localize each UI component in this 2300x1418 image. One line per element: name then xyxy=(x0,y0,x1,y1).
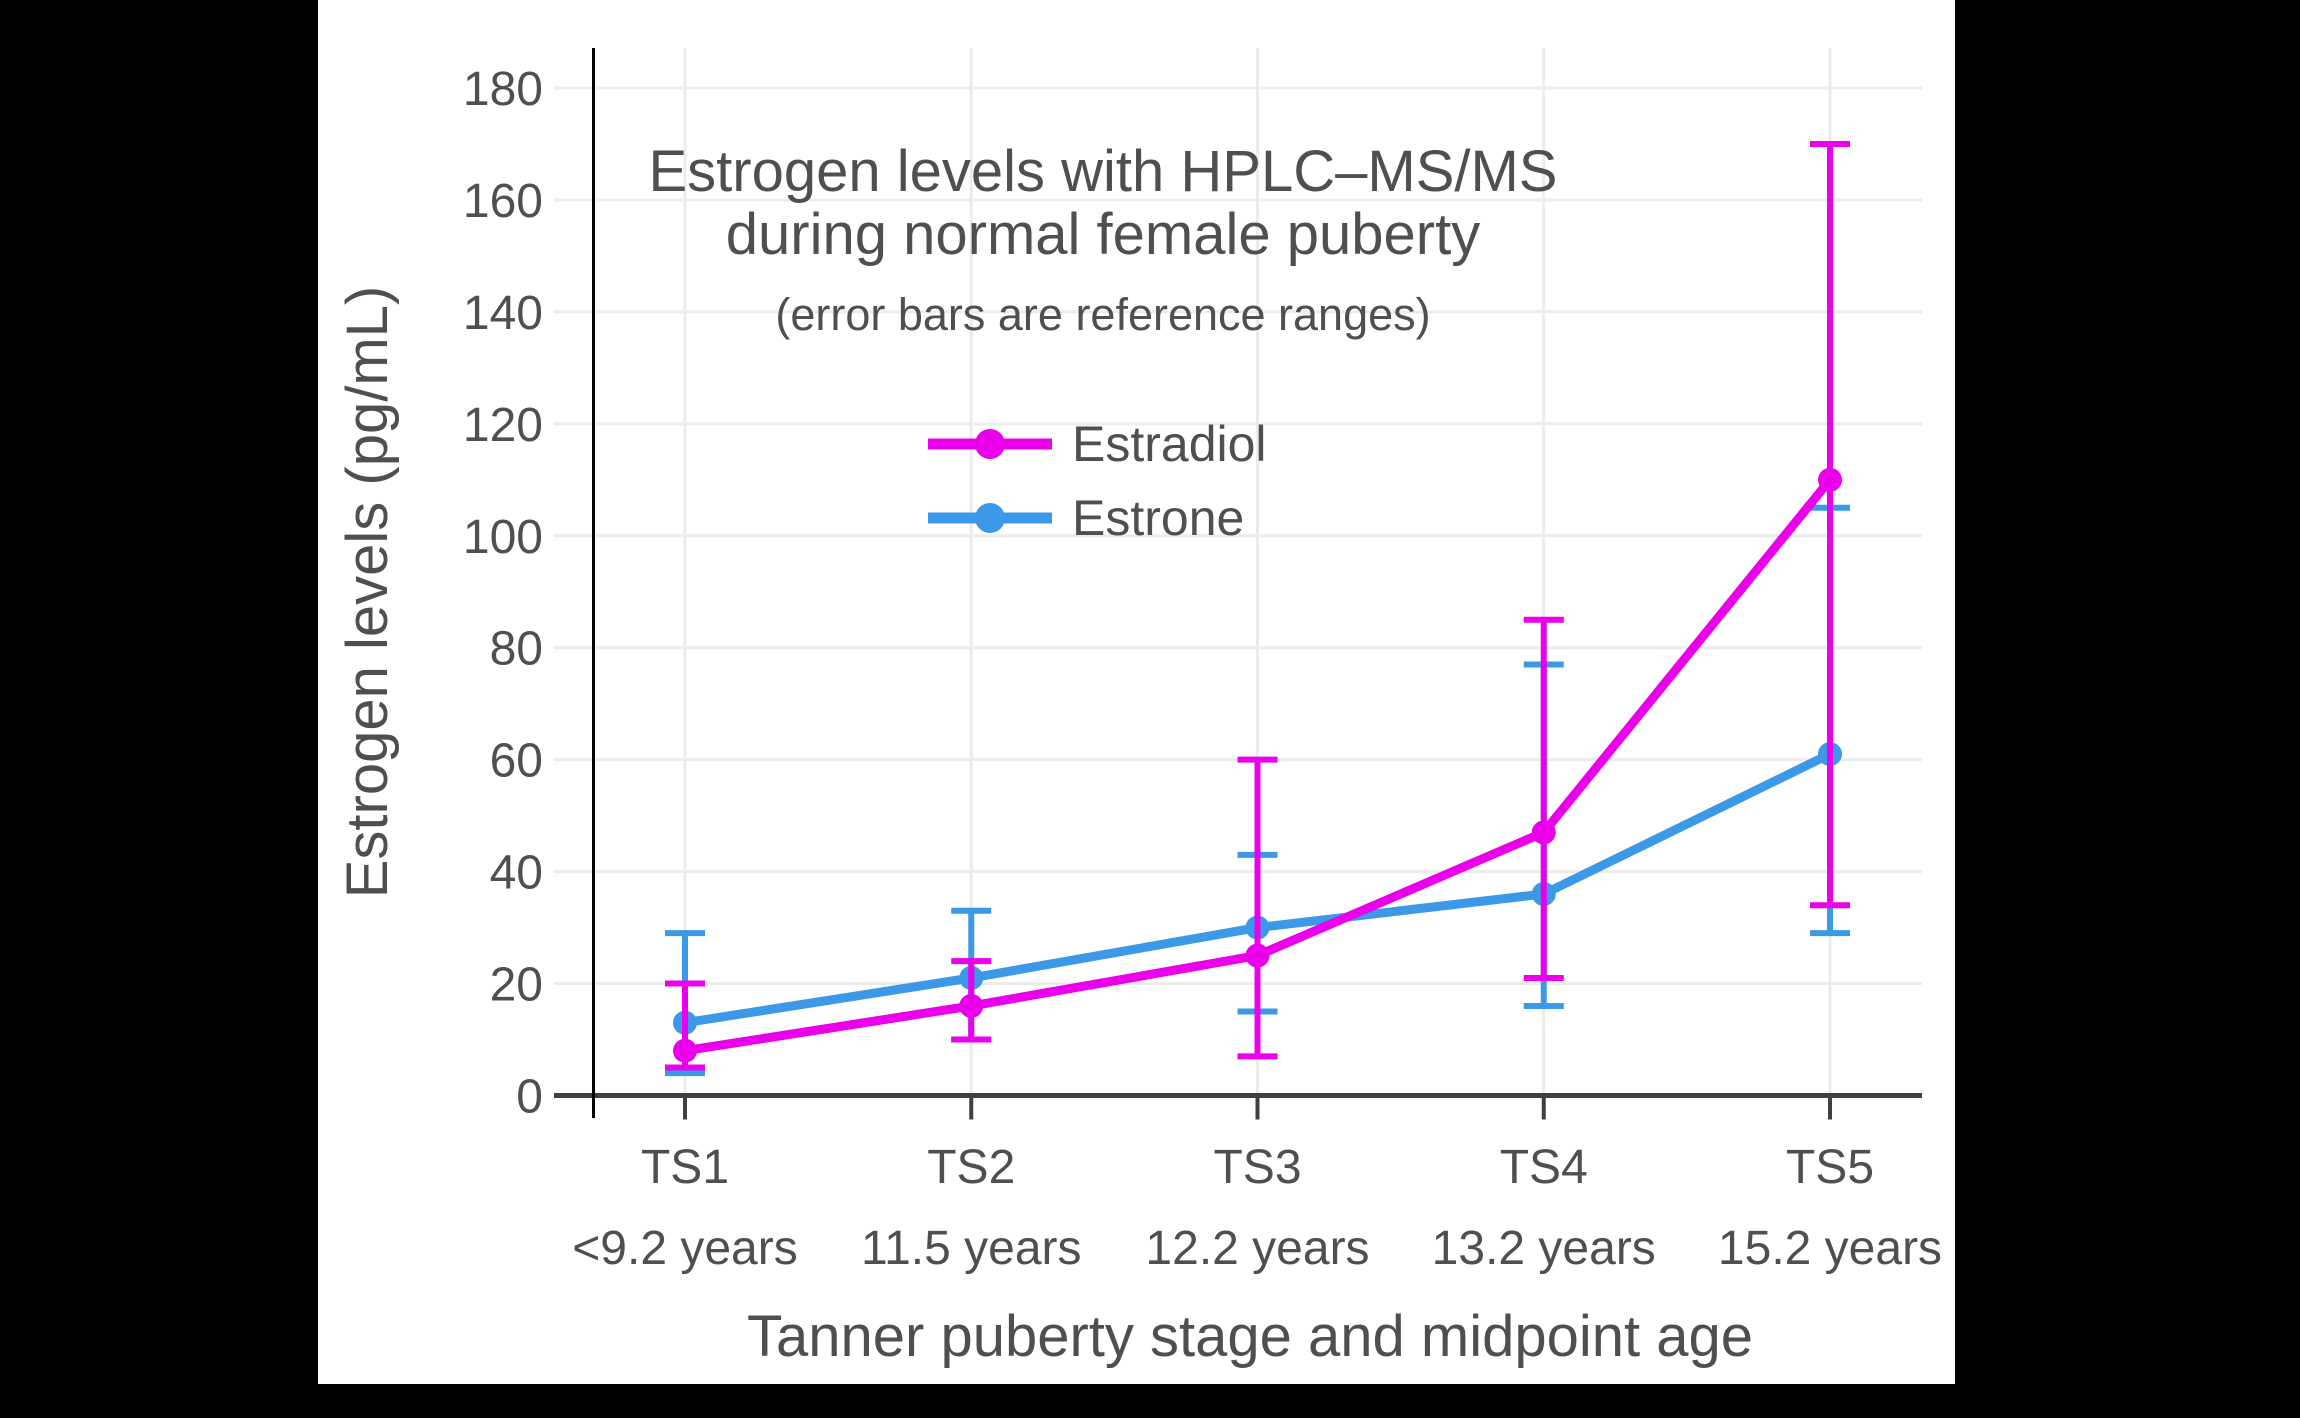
x-tick-age-label: <9.2 years xyxy=(572,1222,797,1275)
estradiol-data-point xyxy=(1531,820,1556,845)
estradiol-data-point xyxy=(1245,943,1270,968)
x-tick-age-label: 11.5 years xyxy=(861,1222,1082,1275)
tick-labels: 0 20 40 60 80 100 120 140 160 180 TS1 <9.2 years TS2… xyxy=(463,63,1942,1275)
estradiol-data-point xyxy=(1818,467,1842,492)
legend-item-estradiol: Estradiol xyxy=(928,416,1267,472)
estradiol-legend-marker xyxy=(975,429,1005,459)
y-tick-label: 140 xyxy=(463,287,543,340)
x-tick-age-label: 13.2 years xyxy=(1432,1222,1656,1275)
legend-label-estrone: Estrone xyxy=(1072,490,1244,546)
y-tick-label: 100 xyxy=(463,511,543,564)
y-tick-label: 20 xyxy=(490,959,543,1012)
gridlines xyxy=(554,48,1922,1096)
x-tick-stage-label: TS4 xyxy=(1500,1141,1588,1194)
x-axis-title: Tanner puberty stage and midpoint age xyxy=(747,1304,1753,1369)
chart-panel xyxy=(318,0,1955,1384)
y-tick-label: 160 xyxy=(463,175,543,228)
legend: Estradiol Estrone xyxy=(928,416,1267,546)
y-tick-label: 180 xyxy=(463,63,543,116)
estradiol-data-point xyxy=(673,1038,697,1063)
y-tick-label: 80 xyxy=(490,623,543,676)
estrone-legend-marker xyxy=(975,503,1005,533)
axes xyxy=(554,48,1922,1120)
y-tick-label: 120 xyxy=(463,399,543,452)
y-tick-label: 0 xyxy=(516,1071,543,1124)
legend-label-estradiol: Estradiol xyxy=(1072,416,1267,472)
estradiol-data-point xyxy=(959,993,984,1018)
x-tick-age-label: 15.2 years xyxy=(1718,1222,1942,1275)
data-series xyxy=(665,140,1850,1077)
chart-subtitle: (error bars are reference ranges) xyxy=(775,289,1430,340)
legend-item-estrone: Estrone xyxy=(928,490,1244,546)
chart-title-line1: Estrogen levels with HPLC–MS/MS xyxy=(649,139,1558,204)
x-tick-stage-label: TS2 xyxy=(927,1141,1015,1194)
estradiol-series xyxy=(665,140,1850,1071)
y-tick-label: 60 xyxy=(490,735,543,788)
chart-title-line2: during normal female puberty xyxy=(726,202,1480,267)
y-tick-label: 40 xyxy=(490,847,543,900)
x-tick-stage-label: TS5 xyxy=(1786,1141,1874,1194)
y-axis-title: Estrogen levels (pg/mL) xyxy=(335,286,400,898)
x-tick-stage-label: TS3 xyxy=(1213,1141,1301,1194)
x-tick-age-label: 12.2 years xyxy=(1145,1222,1369,1275)
x-tick-stage-label: TS1 xyxy=(641,1141,729,1194)
